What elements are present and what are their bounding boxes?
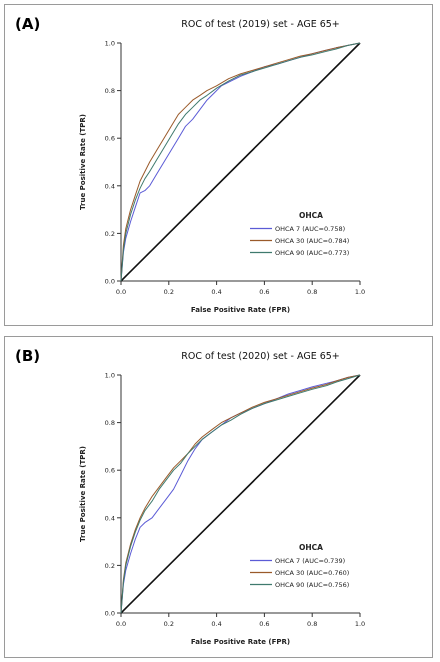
chart-title: ROC of test (2020) set - AGE 65+ bbox=[181, 351, 340, 362]
legend-title: OHCA bbox=[299, 543, 323, 552]
y-tick-label: 0.8 bbox=[105, 419, 115, 427]
y-tick-label: 0.0 bbox=[105, 278, 115, 286]
y-tick-label: 1.0 bbox=[105, 372, 115, 380]
diagonal-reference-line bbox=[120, 374, 361, 614]
legend-entry: OHCA 30 (AUC=0.760) bbox=[275, 569, 349, 577]
x-tick-label: 0.8 bbox=[307, 288, 317, 296]
x-tick-label: 0.0 bbox=[116, 620, 126, 628]
y-tick-label: 0.2 bbox=[105, 562, 115, 570]
y-axis-label: True Positive Rate (TPR) bbox=[79, 446, 87, 542]
y-tick-label: 0.4 bbox=[105, 514, 115, 522]
y-tick-label: 0.6 bbox=[105, 467, 115, 475]
x-axis-label: False Positive Rate (FPR) bbox=[191, 638, 290, 646]
y-tick-label: 1.0 bbox=[105, 40, 115, 48]
roc-curve-series-2 bbox=[120, 42, 361, 282]
x-tick-label: 0.4 bbox=[211, 620, 221, 628]
legend-entry: OHCA 7 (AUC=0.758) bbox=[275, 225, 345, 233]
panel-label: (B) bbox=[15, 347, 41, 365]
roc-curve-series-3 bbox=[120, 374, 361, 614]
roc-curve-series-2 bbox=[120, 374, 361, 614]
legend-entry: OHCA 90 (AUC=0.773) bbox=[275, 249, 349, 257]
legend-entry: OHCA 90 (AUC=0.756) bbox=[275, 581, 349, 589]
y-axis-label: True Positive Rate (TPR) bbox=[79, 114, 87, 210]
roc-chart-2019: ROC of test (2019) set - AGE 65+ 0.0 0.2 0.… bbox=[79, 19, 365, 314]
legend-entry: OHCA 7 (AUC=0.739) bbox=[275, 557, 345, 565]
x-tick-label: 1.0 bbox=[355, 620, 365, 628]
x-tick-label: 0.4 bbox=[211, 288, 221, 296]
x-axis-label: False Positive Rate (FPR) bbox=[191, 306, 290, 314]
y-tick-label: 0.2 bbox=[105, 230, 115, 238]
roc-chart-2020: ROC of test (2020) set - AGE 65+ 0.0 0.2 0.… bbox=[79, 351, 365, 646]
legend-entry: OHCA 30 (AUC=0.784) bbox=[275, 237, 349, 245]
chart-title: ROC of test (2019) set - AGE 65+ bbox=[181, 19, 340, 30]
panel-label: (A) bbox=[15, 15, 41, 33]
legend-title: OHCA bbox=[299, 211, 323, 220]
x-tick-label: 0.6 bbox=[259, 620, 269, 628]
roc-curve-series-3 bbox=[120, 42, 361, 282]
x-tick-label: 0.2 bbox=[164, 288, 174, 296]
x-tick-label: 0.2 bbox=[164, 620, 174, 628]
y-tick-label: 0.6 bbox=[105, 135, 115, 143]
chart-panel-b: (B) ROC of test (2020) set - AGE 65+ 0.0 0… bbox=[4, 336, 433, 658]
diagonal-reference-line bbox=[120, 42, 361, 282]
x-tick-label: 0.8 bbox=[307, 620, 317, 628]
x-tick-label: 1.0 bbox=[355, 288, 365, 296]
y-tick-label: 0.4 bbox=[105, 182, 115, 190]
chart-panel-a: (A) ROC of test (2019) set - AGE 65+ 0.0 0… bbox=[4, 4, 433, 326]
y-tick-label: 0.8 bbox=[105, 87, 115, 95]
y-tick-label: 0.0 bbox=[105, 610, 115, 618]
x-tick-label: 0.6 bbox=[259, 288, 269, 296]
x-tick-label: 0.0 bbox=[116, 288, 126, 296]
